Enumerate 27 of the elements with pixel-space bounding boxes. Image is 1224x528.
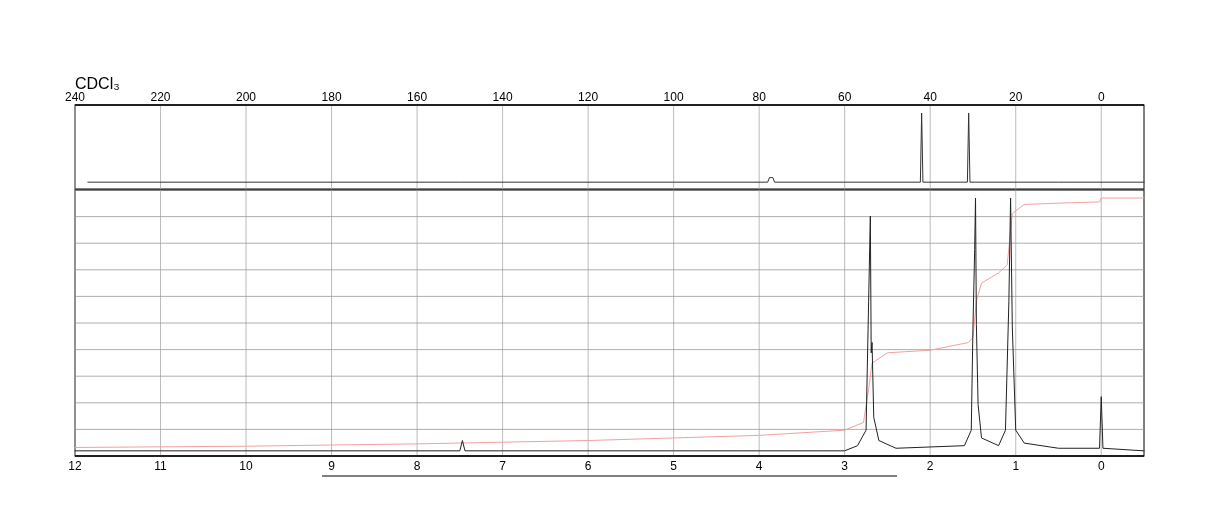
x-tick-label: 5 xyxy=(670,459,678,473)
x-tick-label: 100 xyxy=(663,90,684,104)
x-tick-label: 220 xyxy=(150,90,171,104)
x-tick-label: 9 xyxy=(328,459,336,473)
x-tick-label: 1 xyxy=(1012,459,1020,473)
x-tick-label: 160 xyxy=(407,90,428,104)
x-tick-label: 40 xyxy=(923,90,938,104)
x-tick-label: 200 xyxy=(236,90,257,104)
x-tick-label: 60 xyxy=(838,90,852,104)
x-tick-label: 7 xyxy=(499,459,507,473)
x-tick-label: 0 xyxy=(1097,90,1105,104)
x-tick-label: 11 xyxy=(154,459,168,473)
x-tick-label: 240 xyxy=(64,90,86,104)
x-tick-label: 140 xyxy=(492,90,513,104)
x-tick-label: 2 xyxy=(926,459,934,473)
x-tick-label: 120 xyxy=(578,90,599,104)
x-tick-label: 6 xyxy=(584,459,592,473)
x-tick-label: 4 xyxy=(755,459,763,473)
x-tick-label: 12 xyxy=(68,459,82,473)
x-tick-label: 10 xyxy=(239,459,254,473)
x-tick-label: 80 xyxy=(752,90,767,104)
x-tick-label: 8 xyxy=(413,459,421,473)
x-tick-label: 20 xyxy=(1009,90,1023,104)
x-tick-label: 0 xyxy=(1097,459,1105,473)
x-tick-label: 3 xyxy=(841,459,849,473)
chart-title: CDCl₃ xyxy=(75,75,120,92)
x-tick-label: 180 xyxy=(321,90,342,104)
